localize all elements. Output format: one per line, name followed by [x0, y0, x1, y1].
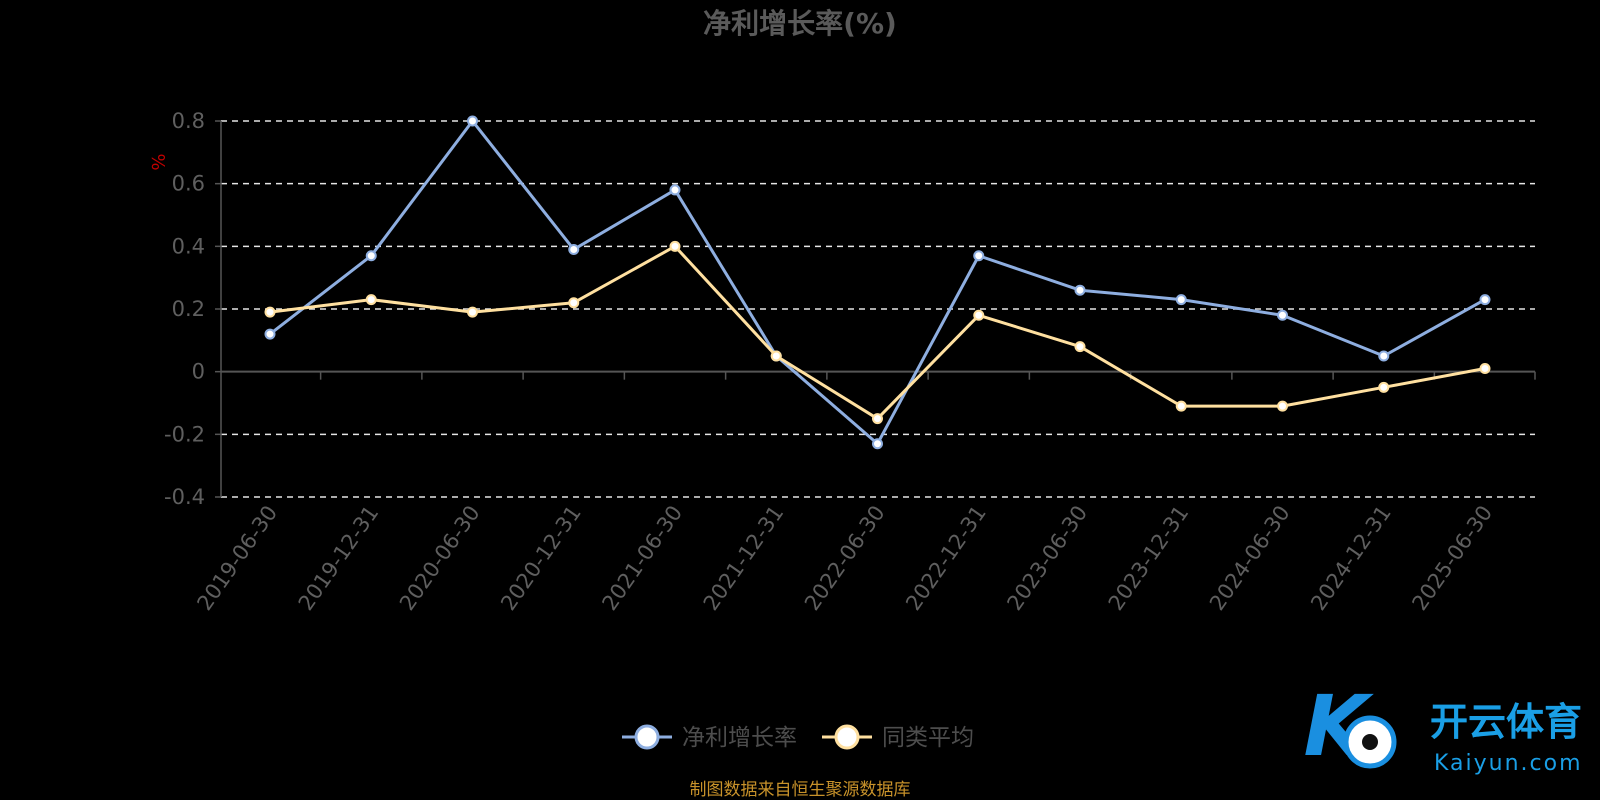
watermark-en: Kaiyun.com — [1434, 751, 1583, 776]
legend-item-1[interactable]: 同类平均 — [822, 724, 974, 751]
data-point[interactable] — [1074, 284, 1086, 296]
y-tick-label: -0.2 — [164, 422, 205, 446]
x-tick-label: 2024-06-30 — [1205, 501, 1295, 615]
data-point[interactable] — [973, 250, 985, 262]
data-point[interactable] — [1074, 341, 1086, 353]
legend-swatch-marker — [834, 724, 860, 750]
y-tick-label: 0 — [192, 360, 205, 384]
series-line-0 — [269, 119, 1486, 446]
data-point[interactable] — [1277, 400, 1288, 412]
y-tick-label: 0.2 — [172, 297, 205, 321]
x-tick-label: 2023-06-30 — [1002, 501, 1092, 615]
legend[interactable]: 净利增长率 同类平均 — [622, 724, 974, 751]
data-point[interactable] — [264, 306, 276, 318]
y-tick-label: 0.4 — [172, 234, 205, 258]
data-point[interactable] — [365, 294, 377, 306]
y-tick-label: -0.4 — [164, 485, 205, 509]
x-tick-label: 2020-06-30 — [395, 501, 485, 615]
x-tick-label: 2022-12-31 — [901, 501, 991, 615]
y-tick-label: 0.6 — [172, 172, 205, 196]
x-tick-label: 2019-12-31 — [294, 501, 384, 615]
data-point[interactable] — [1479, 294, 1491, 306]
x-tick-label: 2022-06-30 — [800, 501, 890, 615]
x-tick-label: 2025-06-30 — [1407, 501, 1497, 615]
y-tick-labels: 0.8 0.6 0.4 0.2 0 -0.2 -0.4 — [164, 109, 205, 509]
legend-item-0[interactable]: 净利增长率 — [622, 724, 797, 751]
data-point[interactable] — [467, 306, 478, 318]
source-note: 制图数据来自恒生聚源数据库 — [690, 780, 911, 800]
x-tick-label: 2021-12-31 — [699, 501, 789, 615]
series-line-1 — [269, 244, 1486, 421]
data-point[interactable] — [467, 115, 478, 127]
watermark-logo: K 开云体育 Kaiyun.com — [1303, 677, 1582, 776]
data-point[interactable] — [973, 309, 985, 321]
legend-swatch-marker — [634, 724, 660, 750]
data-point[interactable] — [770, 350, 782, 362]
data-point[interactable] — [669, 240, 681, 252]
x-tick-label: 2021-06-30 — [597, 501, 687, 615]
data-point[interactable] — [264, 328, 276, 340]
x-tick-label: 2023-12-31 — [1104, 501, 1194, 615]
data-point[interactable] — [1378, 381, 1390, 393]
data-point[interactable] — [872, 438, 883, 450]
y-axis-label: % — [147, 153, 168, 170]
legend-label: 净利增长率 — [682, 725, 797, 751]
data-point[interactable] — [568, 243, 580, 255]
data-point[interactable] — [1479, 363, 1491, 375]
x-tick-label: 2020-12-31 — [496, 501, 586, 615]
data-point[interactable] — [1277, 309, 1288, 321]
data-point[interactable] — [1175, 294, 1187, 306]
x-tick-label: 2024-12-31 — [1306, 501, 1396, 615]
data-point[interactable] — [872, 413, 883, 425]
x-tick-label: 2019-06-30 — [192, 501, 282, 615]
series-group — [264, 115, 1491, 450]
chart-title: 净利增长率(%) — [703, 7, 897, 40]
data-point[interactable] — [365, 250, 377, 262]
y-tick-label: 0.8 — [172, 109, 205, 133]
legend-label: 同类平均 — [882, 725, 974, 751]
x-tick-labels: 2019-06-30 2019-12-31 2020-06-30 2020-12-31… — [192, 501, 1497, 615]
data-point[interactable] — [1175, 400, 1187, 412]
data-point[interactable] — [568, 297, 580, 309]
watermark-cn: 开云体育 — [1430, 700, 1582, 744]
data-point[interactable] — [1378, 350, 1390, 362]
data-point[interactable] — [669, 184, 681, 196]
grid-lines — [221, 120, 1535, 498]
